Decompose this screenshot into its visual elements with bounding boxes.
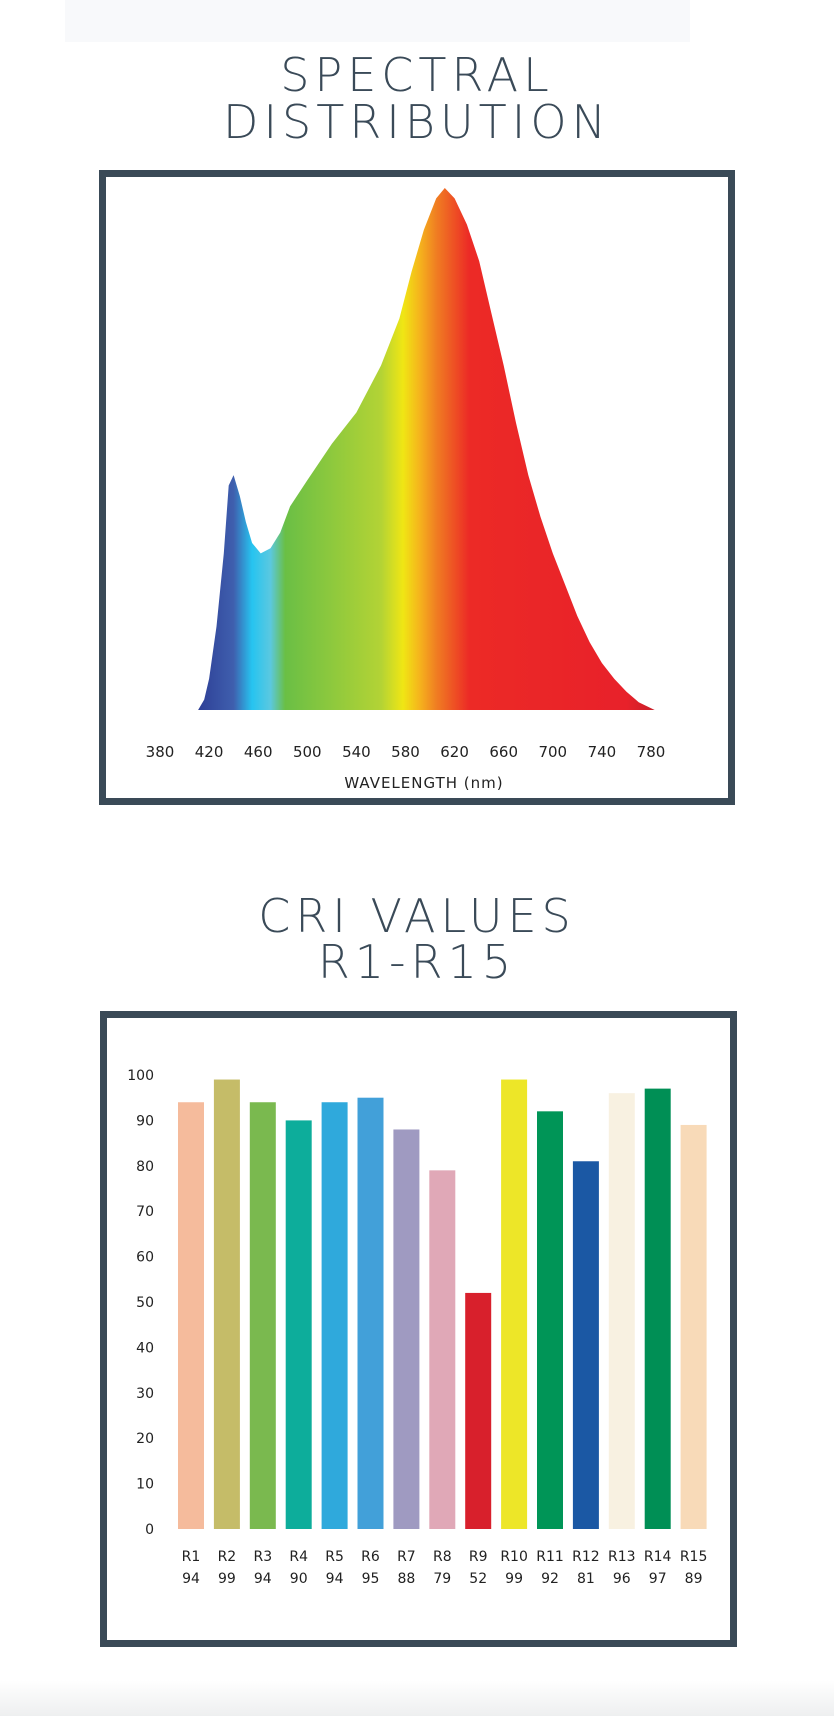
cri-y-tick-label: 20 xyxy=(136,1431,154,1447)
cri-value-label: 99 xyxy=(505,1571,523,1587)
cri-y-tick-label: 100 xyxy=(127,1068,154,1084)
cri-value-label: 99 xyxy=(218,1571,236,1587)
cri-value-label: 96 xyxy=(613,1571,631,1587)
cri-value-label: 81 xyxy=(577,1571,595,1587)
cri-bar-r1 xyxy=(178,1102,204,1529)
cri-bar-r8 xyxy=(429,1170,456,1529)
spectral-curve-area xyxy=(198,188,655,710)
cri-category-label: R12 xyxy=(572,1549,600,1565)
cri-bar-r13 xyxy=(608,1093,635,1529)
cri-category-label: R14 xyxy=(644,1549,672,1565)
cri-y-tick-label: 0 xyxy=(145,1522,154,1538)
spectral-x-tick-label: 580 xyxy=(391,743,420,761)
cri-value-label: 90 xyxy=(290,1571,308,1587)
cri-bar-r9 xyxy=(465,1292,492,1529)
cri-y-tick-label: 40 xyxy=(136,1340,154,1356)
cri-category-label: R8 xyxy=(433,1549,452,1565)
cri-bar-r5 xyxy=(321,1102,348,1529)
spectral-title-line1: SPECTRAL xyxy=(280,48,554,102)
spectral-x-tick-label: 700 xyxy=(538,743,567,761)
cri-y-tick-label: 90 xyxy=(136,1113,154,1129)
spectral-x-tick-label: 620 xyxy=(440,743,469,761)
cri-y-tick-label: 70 xyxy=(136,1204,154,1220)
cri-category-label: R13 xyxy=(608,1549,636,1565)
cri-category-label: R1 xyxy=(182,1549,201,1565)
cri-bar-r11 xyxy=(537,1111,563,1529)
cri-category-label: R4 xyxy=(289,1549,308,1565)
spectral-x-tick-label: 540 xyxy=(342,743,371,761)
cri-bar-r10 xyxy=(501,1079,528,1529)
cri-bar-r3 xyxy=(249,1102,276,1529)
cri-bar-r7 xyxy=(393,1129,420,1529)
spectral-title-line2: DISTRIBUTION xyxy=(223,95,611,149)
spectral-x-tick-label: 660 xyxy=(489,743,518,761)
cri-y-tick-label: 30 xyxy=(136,1386,154,1402)
spectral-x-tick-label: 780 xyxy=(637,743,666,761)
cri-bar-r6 xyxy=(357,1097,384,1529)
spectral-x-tick-label: 500 xyxy=(293,743,322,761)
cri-y-tick-label: 10 xyxy=(136,1477,154,1493)
cri-category-label: R5 xyxy=(325,1549,344,1565)
cri-y-tick-label: 80 xyxy=(136,1159,154,1175)
cri-category-label: R7 xyxy=(397,1549,416,1565)
bottom-fade xyxy=(0,1680,834,1716)
cri-category-label: R10 xyxy=(500,1549,528,1565)
top-banner-fade xyxy=(65,0,690,42)
spectral-x-tick-label: 420 xyxy=(195,743,224,761)
cri-bar-r14 xyxy=(644,1088,671,1529)
cri-bar-r15 xyxy=(680,1124,707,1529)
spectral-x-axis-label: WAVELENGTH (nm) xyxy=(344,774,503,792)
spectral-x-tick-label: 380 xyxy=(146,743,175,761)
cri-category-label: R3 xyxy=(253,1549,272,1565)
cri-title-line2: R1-R15 xyxy=(317,935,517,989)
cri-value-label: 94 xyxy=(326,1571,344,1587)
cri-category-label: R9 xyxy=(469,1549,488,1565)
cri-value-label: 79 xyxy=(433,1571,451,1587)
cri-category-label: R6 xyxy=(361,1549,380,1565)
cri-category-label: R2 xyxy=(218,1549,237,1565)
cri-bar-r12 xyxy=(572,1161,599,1529)
cri-value-label: 97 xyxy=(649,1571,667,1587)
cri-bar-r2 xyxy=(213,1079,240,1529)
cri-value-label: 52 xyxy=(469,1571,487,1587)
cri-value-label: 88 xyxy=(397,1571,415,1587)
cri-value-label: 92 xyxy=(541,1571,559,1587)
cri-y-tick-label: 50 xyxy=(136,1295,154,1311)
cri-category-label: R15 xyxy=(680,1549,708,1565)
cri-title-line1: CRI VALUES xyxy=(258,889,576,943)
cri-value-label: 95 xyxy=(362,1571,380,1587)
spectral-x-tick-label: 460 xyxy=(244,743,273,761)
cri-y-tick-label: 60 xyxy=(136,1250,154,1266)
cri-category-label: R11 xyxy=(536,1549,564,1565)
spectral-x-tick-label: 740 xyxy=(588,743,617,761)
cri-value-label: 94 xyxy=(182,1571,200,1587)
cri-value-label: 89 xyxy=(685,1571,703,1587)
cri-value-label: 94 xyxy=(254,1571,272,1587)
cri-bar-r4 xyxy=(285,1120,312,1529)
